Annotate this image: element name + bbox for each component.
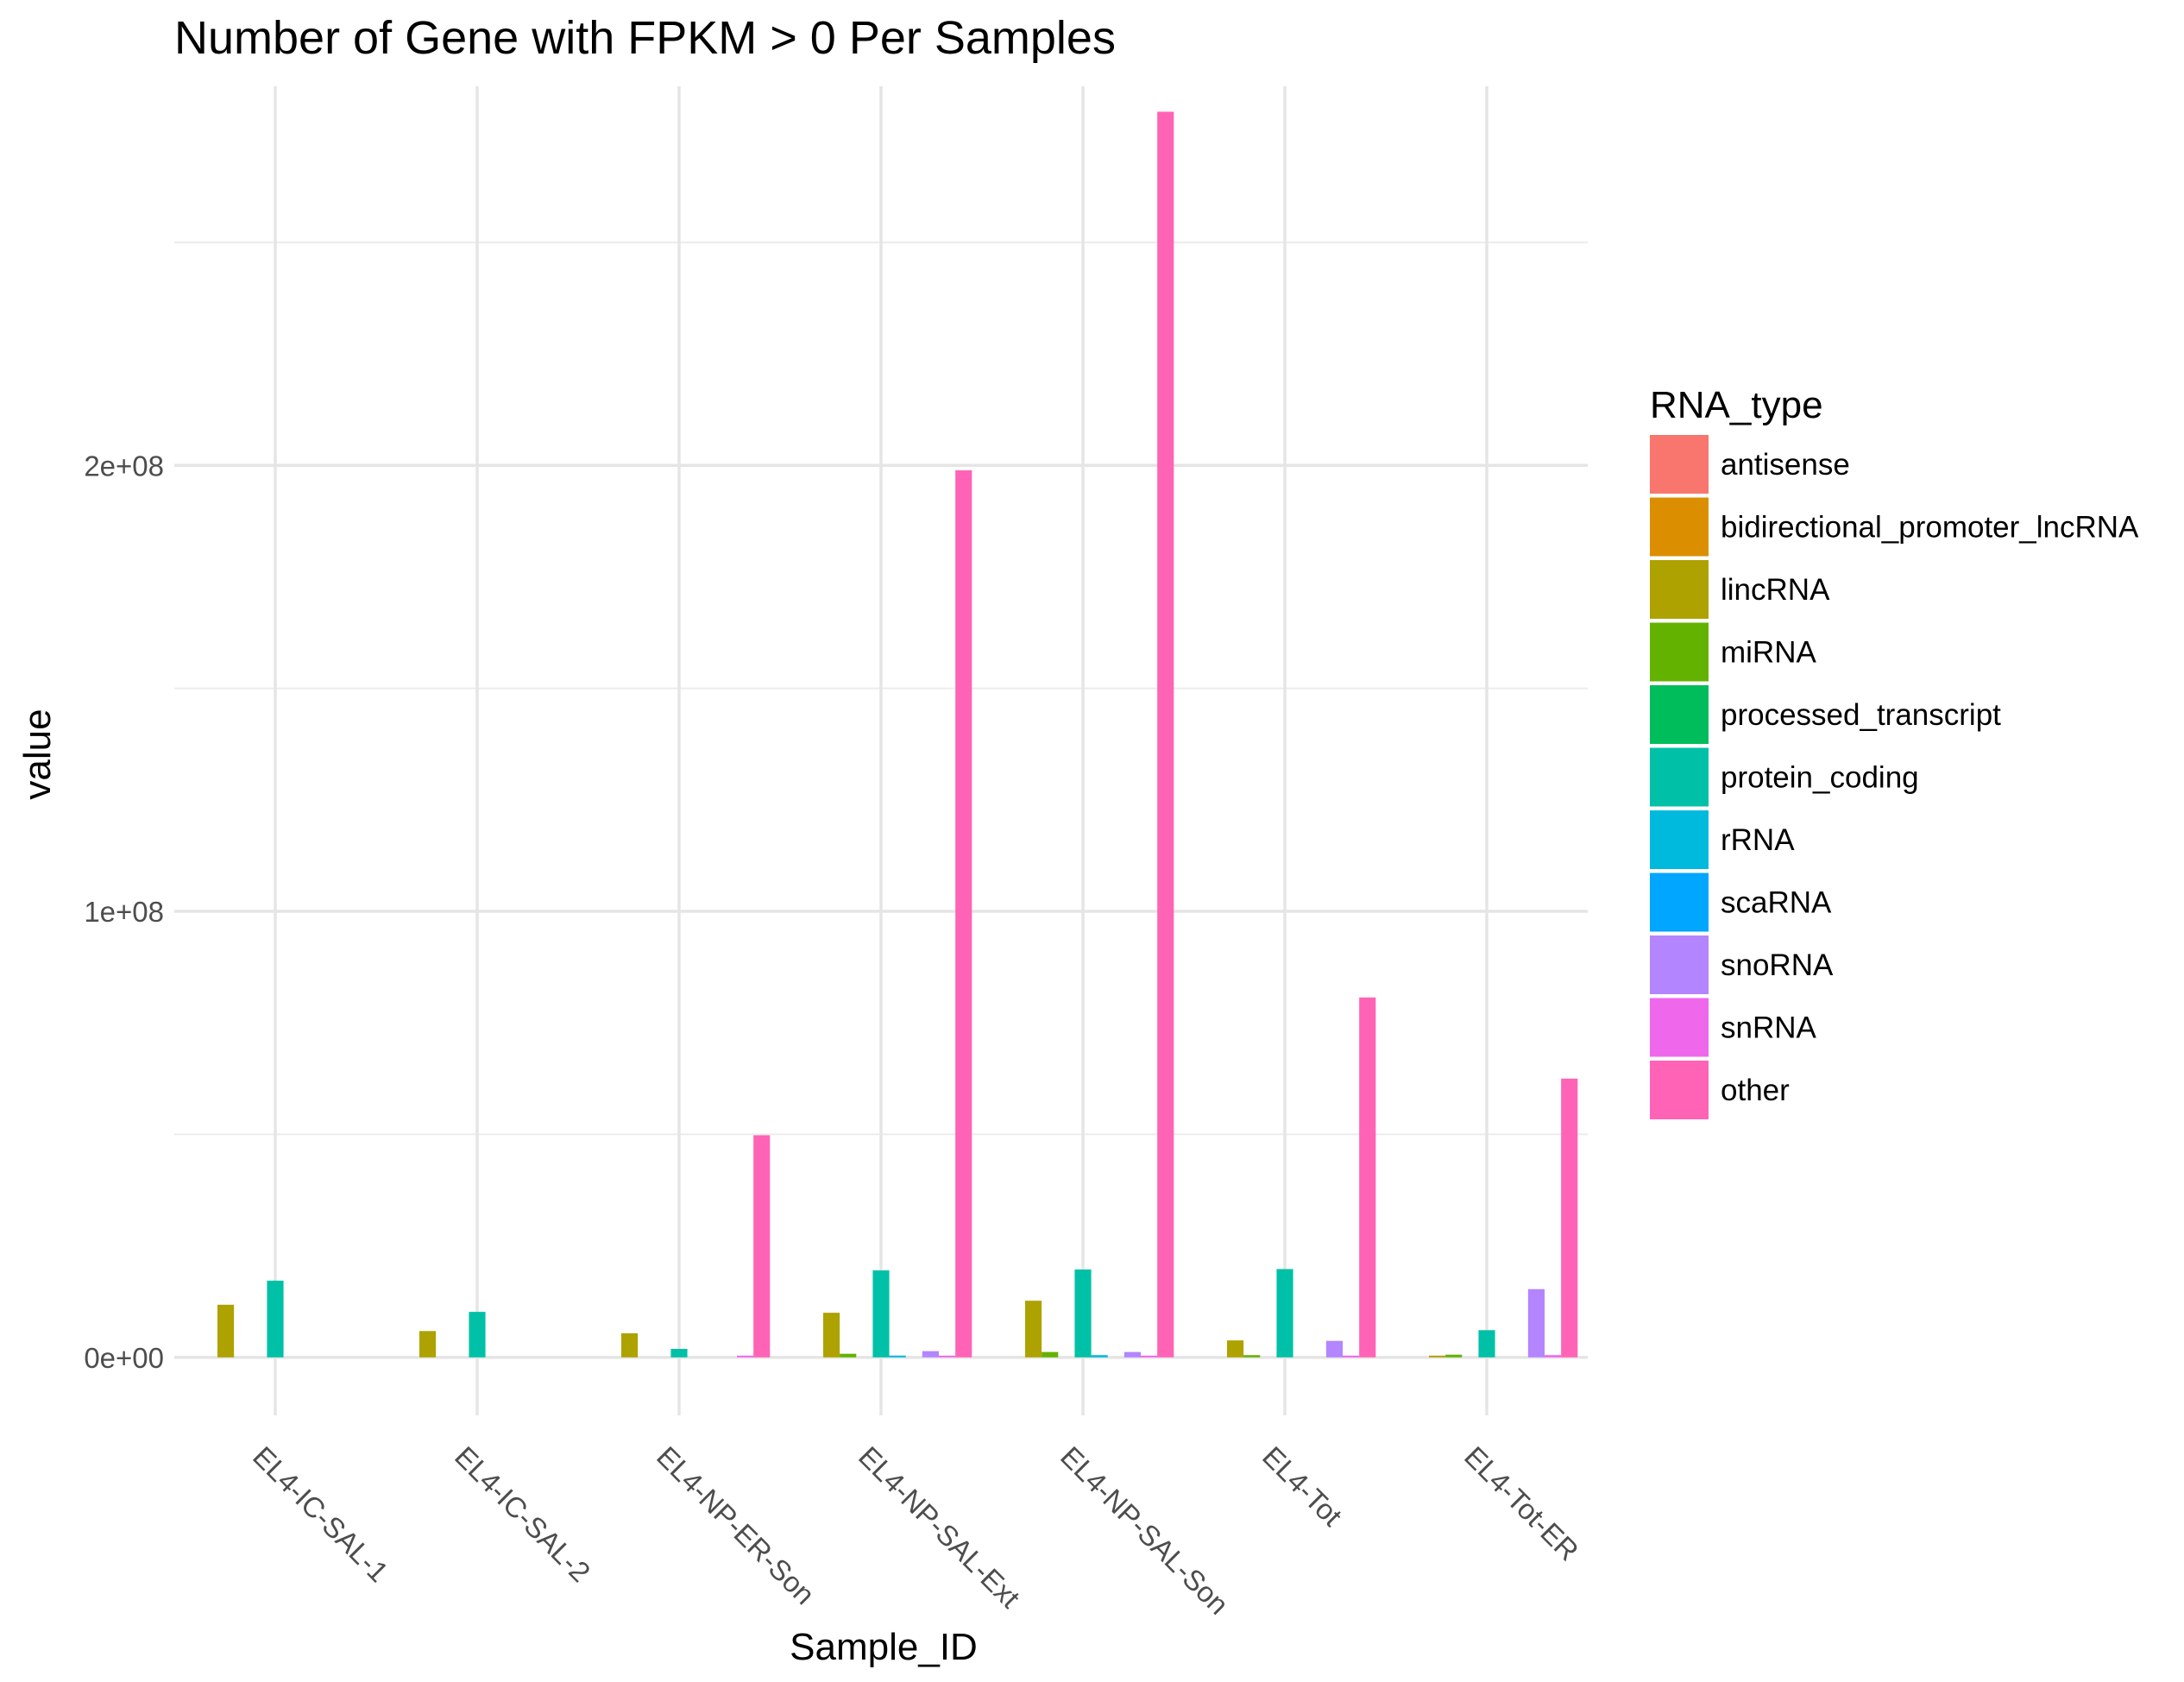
bar-protein_coding-EL4-NP-SAL-Son [1074,1269,1092,1358]
bar-snRNA-EL4-NP-SAL-Son [1141,1355,1158,1358]
legend-key-antisense [1650,435,1709,494]
legend-key-snoRNA [1650,935,1709,994]
bar-miRNA-EL4-Tot-ER [1445,1354,1463,1358]
legend-label-protein_coding: protein_coding [1721,761,1919,795]
x-tick-label: EL4-Tot [1256,1440,1349,1533]
bar-lincRNA-EL4-Tot [1226,1340,1244,1358]
chart-title: Number of Gene with FPKM > 0 Per Samples [174,12,1116,64]
legend-label-processed_transcript: processed_transcript [1721,698,2001,732]
bar-protein_coding-EL4-NP-SAL-Ext [872,1270,890,1358]
bar-protein_coding-EL4-IC-SAL-1 [267,1280,284,1358]
bar-rRNA-EL4-NP-SAL-Ext [889,1355,906,1358]
bar-protein_coding-EL4-Tot-ER [1478,1330,1495,1358]
bar-snoRNA-EL4-Tot [1325,1340,1344,1358]
x-axis-title: Sample_ID [790,1626,978,1668]
bars [217,111,1578,1358]
x-tick-label: EL4-IC-SAL-2 [449,1440,596,1588]
legend-key-bidirectional_promoter_lncRNA [1650,497,1709,557]
legend-title: RNA_type [1650,384,1823,426]
legend-key-processed_transcript [1650,685,1709,744]
x-tick-label: EL4-Tot-ER [1458,1440,1585,1567]
legend-key-protein_coding [1650,747,1709,807]
bar-snRNA-EL4-NP-SAL-Ext [939,1355,956,1358]
bar-other-EL4-Tot-ER [1561,1078,1578,1358]
bar-miRNA-EL4-NP-SAL-Ext [840,1353,857,1358]
bar-miRNA-EL4-Tot [1243,1355,1261,1358]
x-tick-label: EL4-IC-SAL-1 [247,1440,394,1588]
legend-label-other: other [1721,1074,1790,1107]
y-tick-label: 1e+08 [84,896,164,928]
y-tick-label: 0e+00 [84,1342,164,1374]
legend-label-bidirectional_promoter_lncRNA: bidirectional_promoter_lncRNA [1721,511,2139,545]
bar-snRNA-EL4-Tot-ER [1545,1355,1562,1358]
legend-label-lincRNA: lincRNA [1721,573,1830,607]
bar-snoRNA-EL4-NP-SAL-Son [1123,1351,1142,1358]
gridlines [174,86,1588,1415]
bar-other-EL4-NP-SAL-Ext [955,469,972,1358]
legend-label-miRNA: miRNA [1721,636,1816,670]
bar-rRNA-EL4-NP-SAL-Son [1091,1355,1108,1358]
legend-key-other [1650,1061,1709,1119]
legend: RNA_type antisense bidirectional_promoter… [1650,384,2139,1119]
bar-snoRNA-EL4-NP-SAL-Ext [922,1351,940,1358]
x-tick-label: EL4-NP-SAL-Ext [853,1440,1026,1614]
bar-lincRNA-EL4-IC-SAL-2 [419,1331,437,1358]
legend-key-snRNA [1650,998,1709,1057]
legend-label-rRNA: rRNA [1721,823,1795,857]
bar-lincRNA-EL4-NP-SAL-Son [1024,1301,1042,1358]
legend-label-snRNA: snRNA [1721,1011,1817,1045]
x-tick-label: EL4-NP-ER-Son [651,1440,821,1610]
bar-snRNA-EL4-NP-ER-Son [737,1355,754,1358]
bar-protein_coding-EL4-IC-SAL-2 [469,1312,486,1358]
bar-protein_coding-EL4-Tot [1276,1269,1293,1358]
legend-key-lincRNA [1650,560,1709,619]
bar-snoRNA-EL4-Tot-ER [1527,1288,1545,1358]
legend-key-scaRNA [1650,872,1709,932]
y-axis-ticks: 0e+00 1e+08 2e+08 [84,450,164,1374]
y-tick-label: 2e+08 [84,450,164,482]
legend-key-miRNA [1650,622,1709,682]
bar-lincRNA-EL4-NP-SAL-Ext [822,1313,840,1358]
bar-snRNA-EL4-Tot [1343,1355,1360,1358]
bar-lincRNA-EL4-IC-SAL-1 [217,1304,235,1358]
bar-other-EL4-Tot [1359,997,1376,1358]
legend-label-snoRNA: snoRNA [1721,948,1834,982]
bar-other-EL4-NP-ER-Son [753,1135,771,1358]
bar-other-EL4-NP-SAL-Son [1157,111,1174,1358]
x-axis-ticks: EL4-IC-SAL-1 EL4-IC-SAL-2 EL4-NP-ER-Son EL4… [247,1440,1585,1621]
bar-lincRNA-EL4-Tot-ER [1428,1355,1446,1358]
bar-miRNA-EL4-NP-SAL-Son [1042,1351,1059,1358]
legend-key-rRNA [1650,810,1709,869]
legend-label-scaRNA: scaRNA [1721,886,1832,920]
bar-protein_coding-EL4-NP-ER-Son [670,1349,688,1358]
y-axis-title: value [16,709,59,799]
bar-lincRNA-EL4-NP-ER-Son [620,1332,639,1358]
x-tick-label: EL4-NP-SAL-Son [1054,1440,1235,1621]
legend-label-antisense: antisense [1721,448,1850,482]
